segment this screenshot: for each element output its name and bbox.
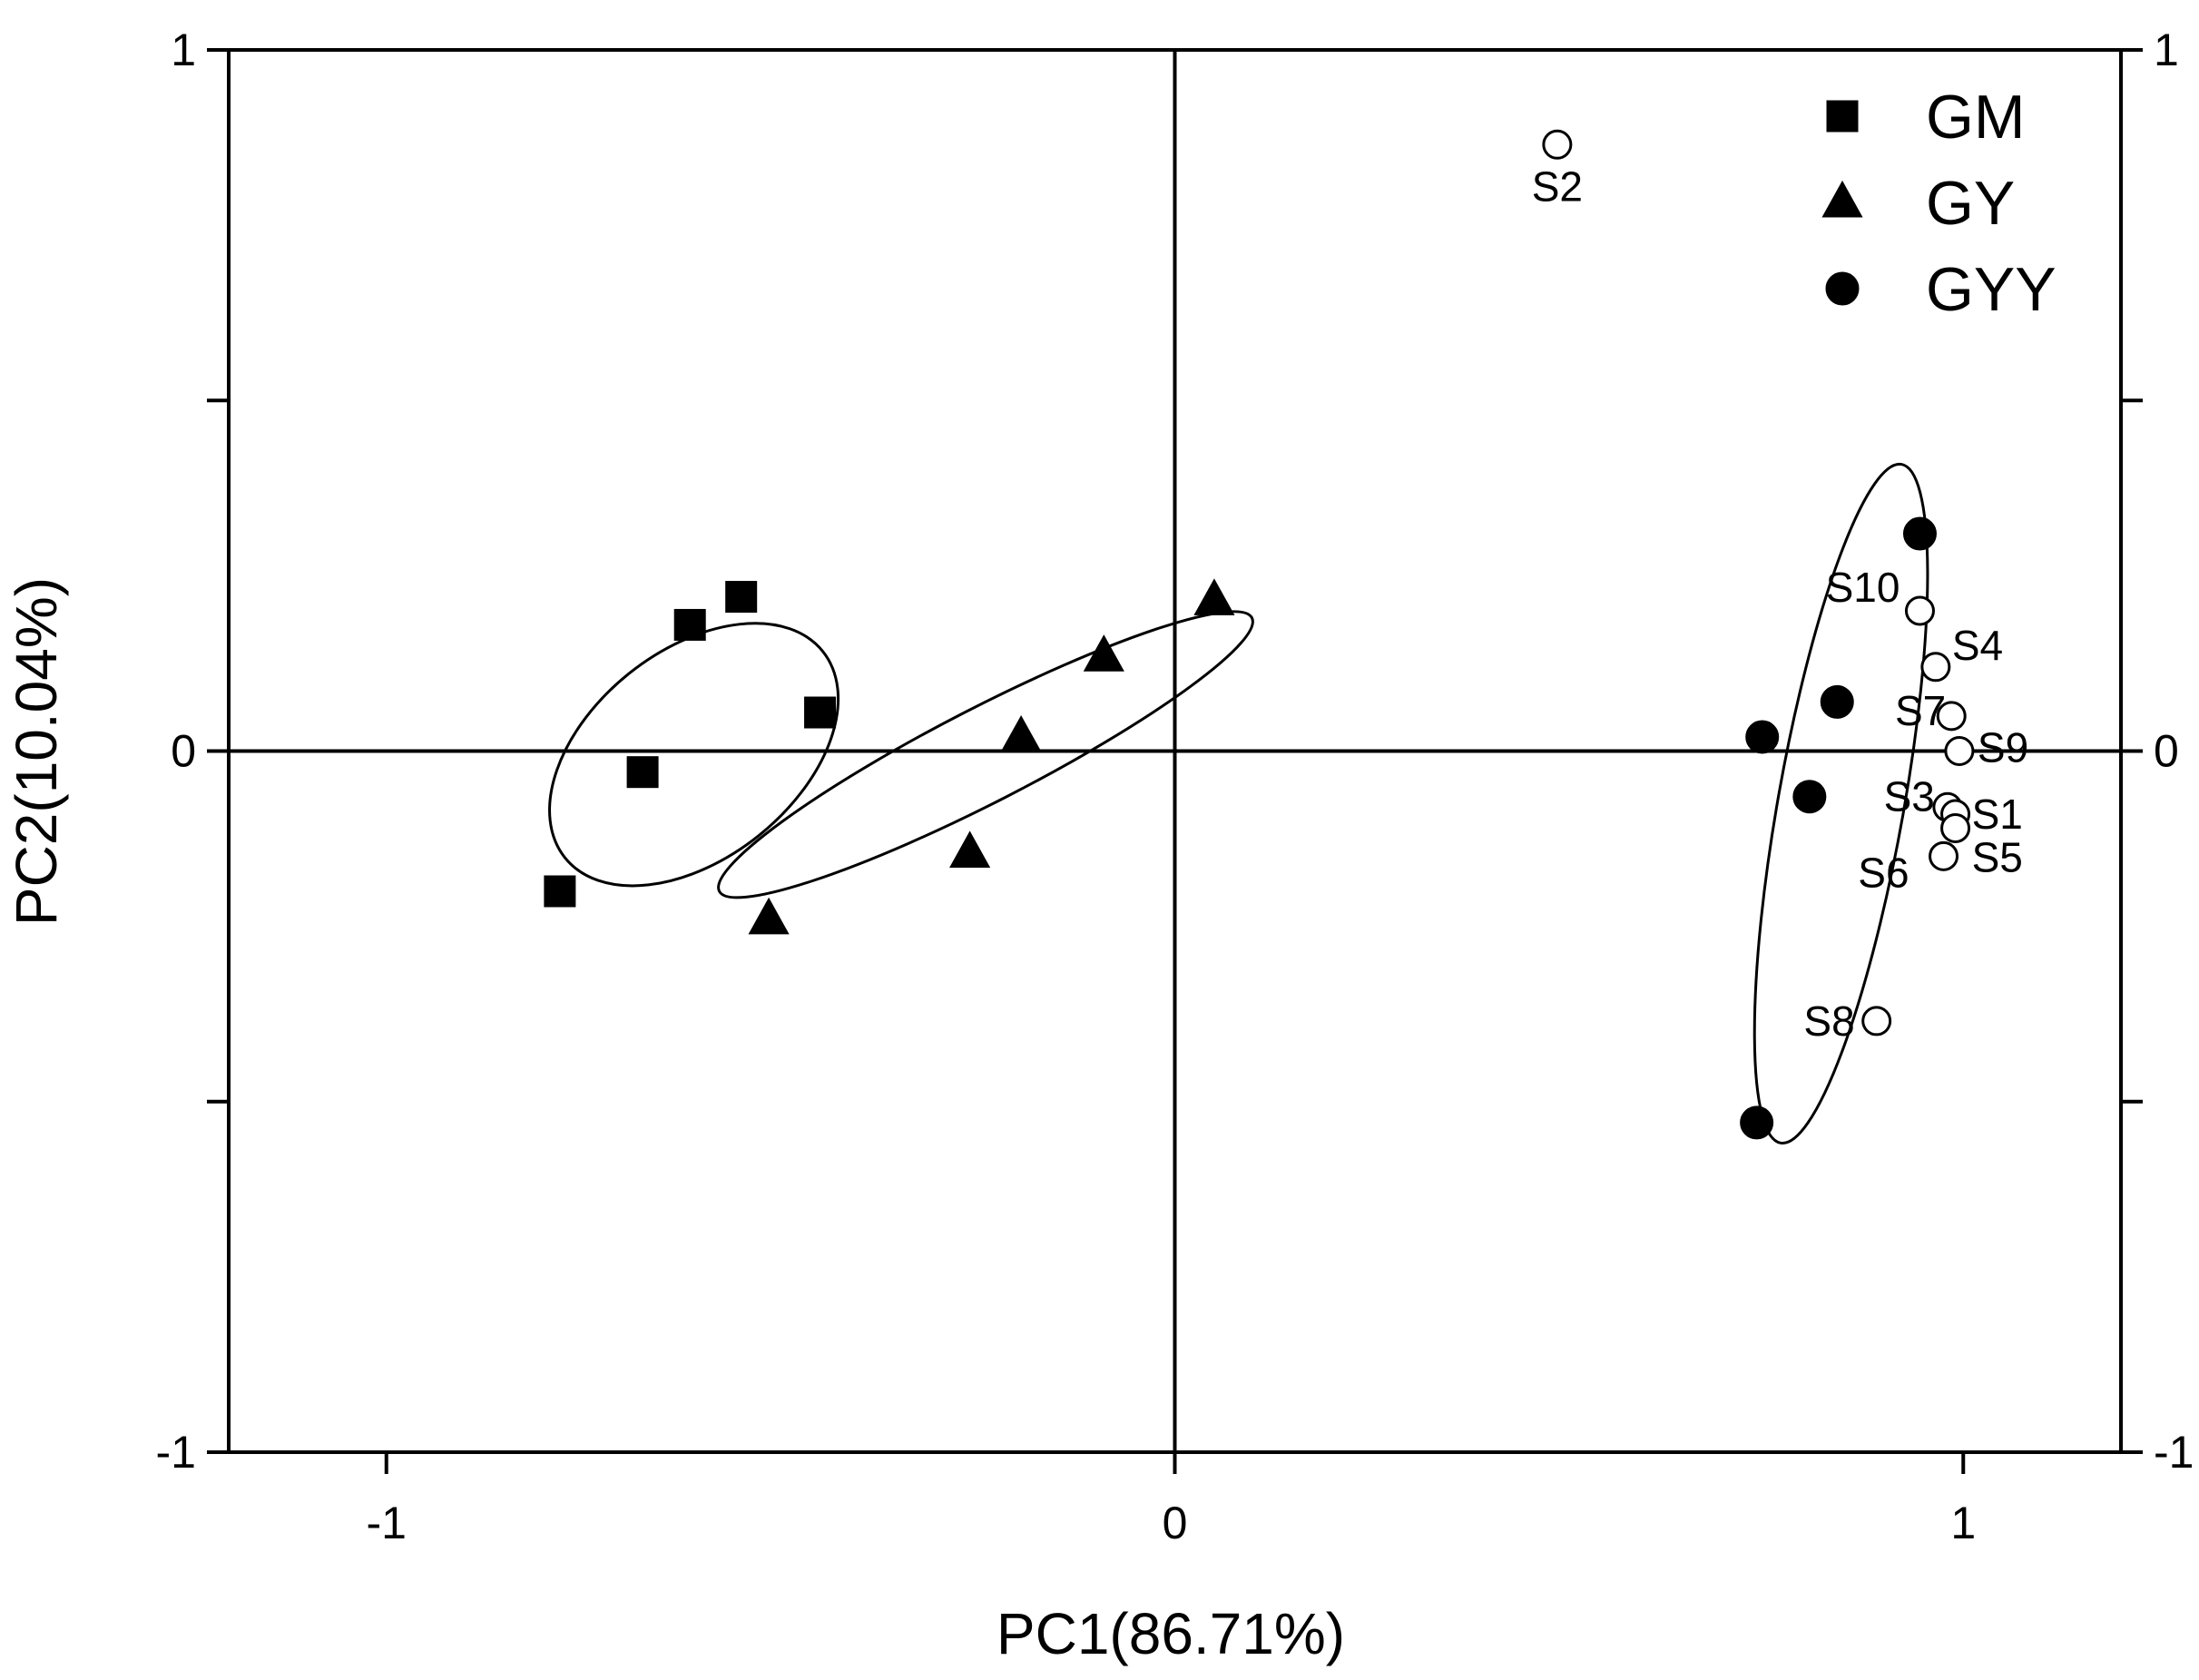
data-point-gm bbox=[626, 756, 659, 789]
y-tick-label-right: -1 bbox=[2154, 1427, 2194, 1478]
data-point-gy bbox=[1193, 578, 1235, 615]
data-point-gyy bbox=[1745, 720, 1780, 754]
x-tick-label: -1 bbox=[367, 1498, 407, 1548]
ticks-layer: -1 0 1 -1 -1 0 0 1 1 bbox=[156, 25, 2194, 1548]
data-point-gyy bbox=[1902, 516, 1937, 551]
ellipse-gy bbox=[717, 610, 1254, 899]
data-point-gm bbox=[725, 581, 758, 614]
points-layer bbox=[544, 129, 1975, 1140]
zero-lines bbox=[229, 50, 2121, 1452]
sample-label-s6: S6 bbox=[1858, 849, 1909, 896]
data-point-gy bbox=[1083, 634, 1124, 672]
sample-point-s4 bbox=[1920, 652, 1951, 683]
y-tick-label-left: 1 bbox=[171, 25, 196, 75]
y-tick-label-left: 0 bbox=[171, 726, 196, 777]
ellipse-gyy bbox=[1752, 462, 1929, 1145]
y-tick-label-right: 1 bbox=[2154, 25, 2179, 75]
y-tick-label-right: 0 bbox=[2154, 726, 2179, 777]
sample-point-s2 bbox=[1542, 129, 1573, 160]
data-point-gm bbox=[544, 875, 576, 908]
legend: GM GY GYY bbox=[1821, 83, 2057, 324]
data-point-gm bbox=[804, 696, 837, 729]
legend-marker-gy bbox=[1821, 180, 1863, 218]
x-axis-title: PC1(86.71%) bbox=[996, 1601, 1345, 1666]
sample-point-s6 bbox=[1929, 840, 1959, 871]
sample-label-s9: S9 bbox=[1978, 724, 2028, 771]
legend-label-gm: GM bbox=[1926, 83, 2026, 152]
legend-label-gyy: GYY bbox=[1926, 255, 2057, 324]
data-point-gm bbox=[673, 608, 706, 641]
legend-label-gy: GY bbox=[1926, 169, 2015, 238]
sample-point-s7 bbox=[1936, 701, 1967, 732]
y-tick-label-left: -1 bbox=[156, 1427, 196, 1478]
sample-label-s5: S5 bbox=[1972, 833, 2023, 880]
sample-label-s7: S7 bbox=[1895, 687, 1946, 734]
data-point-gyy bbox=[1792, 780, 1827, 814]
sample-label-s8: S8 bbox=[1803, 997, 1854, 1045]
data-point-gy bbox=[949, 830, 991, 869]
legend-marker-gm bbox=[1826, 100, 1859, 133]
sample-point-s8 bbox=[1861, 1006, 1892, 1036]
legend-marker-gyy bbox=[1825, 271, 1860, 306]
sample-point-s9 bbox=[1944, 736, 1975, 766]
sample-label-s1: S1 bbox=[1972, 791, 2023, 838]
ellipse-gm bbox=[548, 622, 840, 888]
data-point-gy bbox=[748, 897, 790, 935]
data-point-gyy bbox=[1740, 1105, 1774, 1140]
data-point-gy bbox=[1000, 714, 1042, 752]
sample-label-s10: S10 bbox=[1826, 564, 1900, 611]
ellipses-layer bbox=[548, 462, 1929, 1145]
sample-label-s4: S4 bbox=[1952, 622, 2003, 669]
sample-point-s5 bbox=[1940, 812, 1971, 843]
y-axis-title: PC2(10.04%) bbox=[4, 577, 69, 926]
data-point-gyy bbox=[1820, 684, 1854, 719]
sample-label-s3: S3 bbox=[1884, 772, 1935, 820]
x-tick-label: 0 bbox=[1163, 1498, 1188, 1548]
x-tick-label: 1 bbox=[1950, 1498, 1976, 1548]
sample-point-s10 bbox=[1904, 595, 1935, 626]
sample-label-s2: S2 bbox=[1532, 162, 1583, 210]
